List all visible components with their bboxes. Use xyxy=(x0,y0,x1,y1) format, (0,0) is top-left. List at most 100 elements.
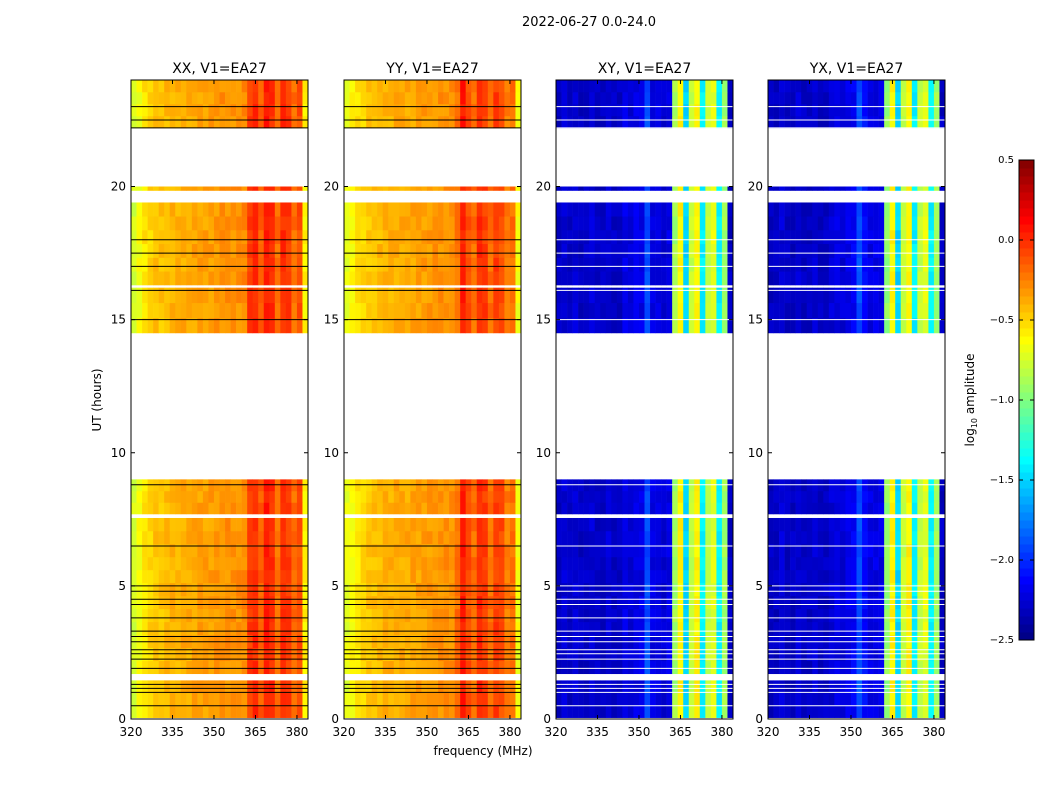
heatmap-cell xyxy=(131,647,137,662)
heatmap-cell xyxy=(845,569,852,584)
heatmap-cell xyxy=(616,608,623,623)
heatmap-cell xyxy=(828,608,835,623)
heatmap-cell xyxy=(572,608,579,623)
heatmap-cell xyxy=(366,186,372,191)
heatmap-cell xyxy=(393,692,400,706)
heatmap-cell xyxy=(773,530,780,545)
heatmap-cell xyxy=(230,287,237,304)
heatmap-cell xyxy=(225,543,231,558)
heatmap-cell xyxy=(611,621,618,636)
heatmap-cell xyxy=(197,692,204,706)
heatmap-cell xyxy=(710,257,717,272)
heatmap-cell xyxy=(426,115,433,129)
heatmap-cell xyxy=(236,479,242,492)
heatmap-cell xyxy=(164,530,171,545)
heatmap-cell xyxy=(460,271,466,286)
heatmap-cell xyxy=(269,502,276,515)
heatmap-cell xyxy=(366,91,372,105)
heatmap-cell xyxy=(594,317,601,334)
heatmap-cell xyxy=(225,186,231,191)
heatmap-cell xyxy=(633,543,640,558)
heatmap-cell xyxy=(694,490,701,503)
y-tick-label: 20 xyxy=(748,180,763,194)
heatmap-cell xyxy=(180,680,187,694)
heatmap-cell xyxy=(801,115,808,129)
heatmap-cell xyxy=(280,517,287,532)
heatmap-cell xyxy=(650,543,656,558)
heatmap-cell xyxy=(415,582,422,597)
heatmap-cell xyxy=(399,80,406,93)
heatmap-cell xyxy=(476,243,483,258)
heatmap-cell xyxy=(672,595,678,610)
heatmap-cell xyxy=(638,103,645,117)
heatmap-cell xyxy=(616,595,623,610)
heatmap-cell xyxy=(650,257,656,272)
heatmap-cell xyxy=(661,80,667,93)
heatmap-cell xyxy=(873,490,879,503)
heatmap-cell xyxy=(806,103,813,117)
heatmap-cell xyxy=(699,257,706,272)
heatmap-cell xyxy=(515,186,522,191)
heatmap-cell xyxy=(360,595,367,610)
heatmap-cell xyxy=(567,317,573,334)
heatmap-cell xyxy=(349,556,356,571)
heatmap-cell xyxy=(404,91,411,105)
heatmap-cell xyxy=(583,705,590,718)
heatmap-cell xyxy=(572,186,579,191)
heatmap-cell xyxy=(556,271,562,286)
heatmap-cell xyxy=(296,530,303,545)
heatmap-cell xyxy=(850,608,857,623)
y-tick-label: 10 xyxy=(111,446,126,460)
heatmap-cell xyxy=(296,621,303,636)
heatmap-cell xyxy=(471,302,478,319)
heatmap-cell xyxy=(801,621,808,636)
heatmap-cell xyxy=(404,692,411,706)
heatmap-cell xyxy=(839,582,846,597)
heatmap-cell xyxy=(302,595,309,610)
heatmap-cell xyxy=(344,660,350,675)
heatmap-cell xyxy=(727,287,734,304)
heatmap-cell xyxy=(263,490,270,503)
heatmap-cell xyxy=(834,692,841,706)
heatmap-cell xyxy=(147,91,154,105)
heatmap-cell xyxy=(850,243,857,258)
heatmap-cell xyxy=(823,103,830,117)
heatmap-cell xyxy=(699,287,706,304)
heatmap-cell xyxy=(828,216,835,231)
heatmap-cell xyxy=(812,517,819,532)
heatmap-cell xyxy=(382,103,389,117)
heatmap-cell xyxy=(556,517,562,532)
heatmap-cell xyxy=(263,692,270,706)
heatmap-cell xyxy=(258,502,265,515)
heatmap-cell xyxy=(399,229,406,245)
heatmap-cell xyxy=(650,608,656,623)
heatmap-cell xyxy=(911,595,918,610)
heatmap-cell xyxy=(650,660,656,675)
heatmap-cell xyxy=(147,479,154,492)
heatmap-cell xyxy=(349,502,356,515)
heatmap-cell xyxy=(672,556,678,571)
heatmap-cell xyxy=(655,595,662,610)
heatmap-cell xyxy=(773,229,780,245)
heatmap-cell xyxy=(426,569,433,584)
heatmap-cell xyxy=(415,595,422,610)
heatmap-cell xyxy=(460,216,466,231)
heatmap-cell xyxy=(817,317,824,334)
heatmap-cell xyxy=(263,257,270,272)
heatmap-cell xyxy=(393,302,400,319)
heatmap-cell xyxy=(627,621,634,636)
heatmap-cell xyxy=(247,490,253,503)
heatmap-cell xyxy=(705,91,712,105)
x-tick-label: 380 xyxy=(710,725,733,739)
heatmap-cell xyxy=(449,229,455,245)
heatmap-cell xyxy=(147,595,154,610)
heatmap-cell xyxy=(136,530,143,545)
heatmap-cell xyxy=(476,660,483,675)
heatmap-cell xyxy=(661,287,667,304)
heatmap-cell xyxy=(263,705,270,718)
heatmap-cell xyxy=(699,103,706,117)
heatmap-cell xyxy=(208,287,215,304)
heatmap-cell xyxy=(169,202,176,217)
heatmap-cell xyxy=(169,115,176,129)
heatmap-cell xyxy=(175,91,182,105)
